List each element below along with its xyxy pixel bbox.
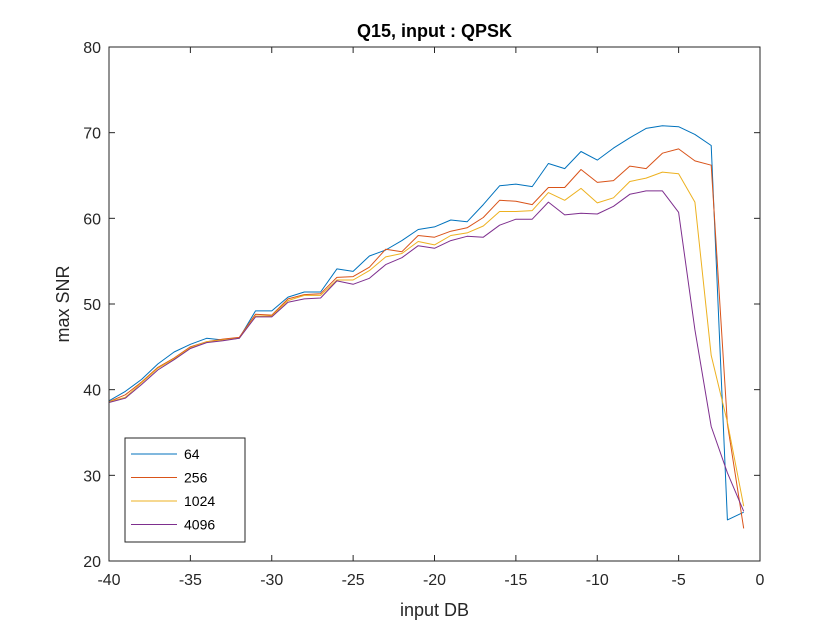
y-tick-label: 40 — [83, 383, 101, 400]
legend-label-256: 256 — [184, 470, 208, 486]
series-line-4096 — [108, 190, 745, 512]
legend-label-1024: 1024 — [184, 493, 215, 509]
chart-title: Q15, input : QPSK — [357, 21, 512, 41]
legend-label-64: 64 — [184, 446, 200, 462]
series-line-1024 — [108, 171, 745, 507]
x-tick-label: 0 — [756, 572, 765, 589]
x-tick-label: -30 — [260, 572, 283, 589]
plot-frame — [108, 46, 761, 562]
x-tick-label: -5 — [672, 572, 686, 589]
y-axis-label: max SNR — [53, 265, 73, 342]
series-line-64 — [108, 125, 744, 521]
x-tick-label: -20 — [423, 572, 446, 589]
y-tick-label: 80 — [83, 40, 101, 57]
ticks-layer: -40 -35 -30 -25 -20 -15 -10 -5 0 20 30 40 50 60 70 80 — [83, 40, 764, 589]
legend-label-4096: 4096 — [184, 517, 215, 533]
x-tick-label: -10 — [586, 572, 609, 589]
y-tick-label: 30 — [83, 468, 101, 485]
y-tick-label: 50 — [83, 297, 101, 314]
y-tick-label: 20 — [83, 554, 101, 571]
x-axis-label: input DB — [400, 600, 469, 620]
y-tick-label: 70 — [83, 126, 101, 143]
x-tick-label: -25 — [342, 572, 365, 589]
series-layer — [108, 125, 745, 529]
x-tick-label: -15 — [504, 572, 527, 589]
y-tick-label: 60 — [83, 211, 101, 228]
legend: 64 256 1024 4096 — [124, 437, 246, 543]
x-tick-label: -35 — [179, 572, 202, 589]
x-tick-label: -40 — [97, 572, 120, 589]
